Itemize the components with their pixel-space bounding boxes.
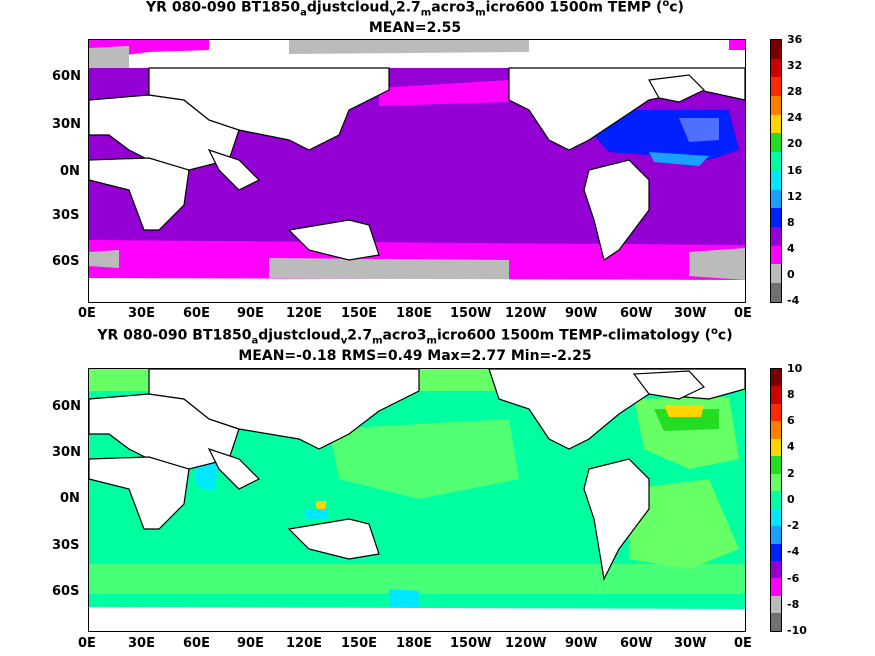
panel1-title: YR 080-090 BT1850adjustcloudv2.7macro3mi…	[146, 0, 684, 19]
panel2-colorbar	[770, 368, 782, 632]
colorbar-tick: -4	[787, 545, 800, 558]
lon-label: 90E	[237, 636, 264, 651]
colorbar-tick: 8	[787, 388, 795, 401]
colorbar-tick: 0	[787, 268, 795, 281]
colorbar-tick: 0	[787, 493, 795, 506]
colorbar-tick: 16	[787, 164, 803, 177]
lon-label: 150W	[450, 306, 492, 321]
colorbar-tick: -10	[787, 624, 807, 637]
lon-label: 120E	[286, 306, 323, 321]
lon-label: 60W	[620, 306, 653, 321]
lon-label: 60E	[183, 306, 210, 321]
panel2-stats: MEAN=-0.18 RMS=0.49 Max=2.77 Min=-2.25	[238, 348, 592, 364]
panel2-lat-30s: 30S	[52, 538, 80, 553]
lon-label: 30E	[128, 636, 155, 651]
lon-label: 0E	[734, 306, 752, 321]
colorbar-tick: -8	[787, 598, 800, 611]
lon-label: 120E	[286, 636, 323, 651]
lon-label: 60W	[620, 636, 653, 651]
lon-label: 0E	[734, 636, 752, 651]
colorbar-tick: 2	[787, 467, 795, 480]
lon-label: 150E	[341, 306, 378, 321]
lon-label: 90W	[565, 636, 598, 651]
panel1-lat-30s: 30S	[52, 208, 80, 223]
lon-label: 150E	[341, 636, 378, 651]
colorbar-tick: 10	[787, 362, 803, 375]
panel2-map-canvas	[89, 369, 745, 631]
colorbar-tick: 4	[787, 242, 795, 255]
colorbar-tick: 36	[787, 33, 803, 46]
lon-label: 180E	[396, 306, 433, 321]
lon-label: 60E	[183, 636, 210, 651]
panel1-colorbar	[770, 39, 782, 303]
lon-label: 180E	[396, 636, 433, 651]
colorbar-tick: 6	[787, 414, 795, 427]
lon-label: 90E	[237, 306, 264, 321]
lon-label: 0E	[78, 306, 96, 321]
panel2-map	[88, 368, 746, 632]
panel1-map-canvas	[89, 40, 745, 302]
lon-label: 150W	[450, 636, 492, 651]
panel1-lat-60n: 60N	[52, 69, 81, 84]
panel1-lat-0n: 0N	[60, 164, 80, 179]
lon-label: 0E	[78, 636, 96, 651]
colorbar-tick: 32	[787, 59, 803, 72]
colorbar-tick: 20	[787, 137, 803, 150]
colorbar-tick: -6	[787, 572, 800, 585]
panel1-lat-60s: 60S	[52, 254, 80, 269]
colorbar-tick: 12	[787, 190, 803, 203]
panel1-lat-30n: 30N	[52, 117, 81, 132]
lon-label: 120W	[505, 306, 547, 321]
panel1-stats: MEAN=2.55	[368, 20, 462, 36]
colorbar-tick: -2	[787, 519, 800, 532]
colorbar-tick: 4	[787, 440, 795, 453]
lon-label: 30W	[674, 636, 707, 651]
panel2-lat-0n: 0N	[60, 491, 80, 506]
colorbar-tick: -4	[787, 294, 800, 307]
lon-label: 30W	[674, 306, 707, 321]
panel2-lat-60n: 60N	[52, 399, 81, 414]
panel2-lat-30n: 30N	[52, 445, 81, 460]
lon-label: 90W	[565, 306, 598, 321]
colorbar-tick: 24	[787, 111, 803, 124]
panel2-title: YR 080-090 BT1850adjustcloudv2.7macro3mi…	[97, 326, 733, 347]
panel2-lat-60s: 60S	[52, 584, 80, 599]
panel1-map	[88, 39, 746, 303]
lon-label: 120W	[505, 636, 547, 651]
colorbar-tick: 8	[787, 216, 795, 229]
colorbar-tick: 28	[787, 85, 803, 98]
lon-label: 30E	[128, 306, 155, 321]
